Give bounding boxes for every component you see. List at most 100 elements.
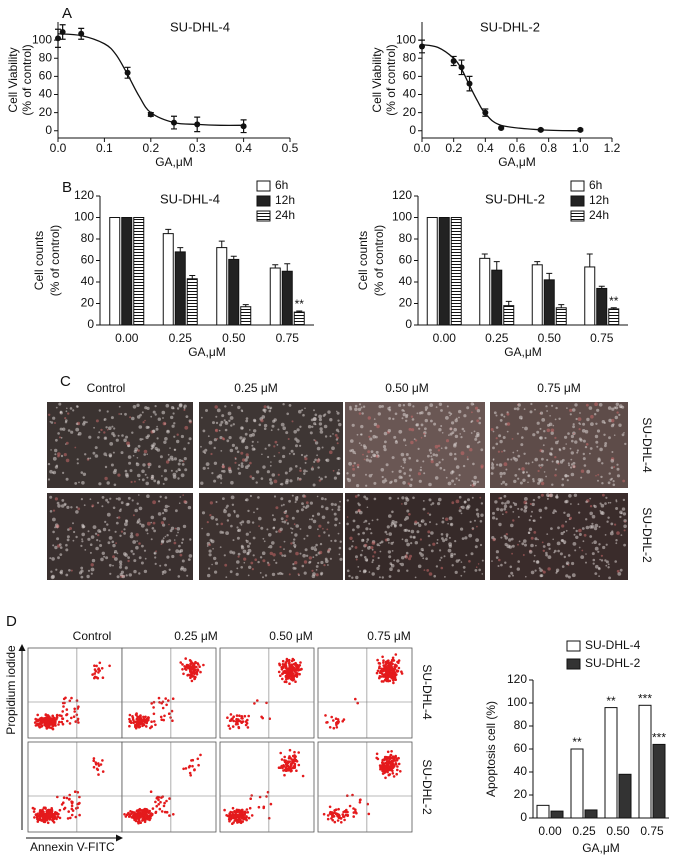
event-dot — [278, 671, 281, 674]
cell — [505, 469, 507, 471]
cell — [435, 463, 438, 466]
cell — [207, 574, 210, 577]
cell — [438, 461, 440, 463]
cell — [207, 521, 209, 523]
cell — [611, 451, 613, 453]
chart-title: SU-DHL-2 — [480, 19, 540, 34]
cell — [270, 461, 272, 463]
cell — [99, 544, 102, 547]
cell — [431, 460, 434, 463]
cell — [410, 536, 413, 539]
cell — [534, 409, 536, 411]
cell — [518, 468, 520, 470]
cell — [579, 438, 582, 441]
cell — [295, 465, 298, 468]
cell — [496, 550, 499, 553]
event-dot — [359, 798, 362, 801]
event-dot — [157, 799, 160, 802]
event-dot — [148, 810, 151, 813]
cell — [372, 572, 375, 575]
cell — [601, 482, 603, 484]
cell — [372, 549, 374, 551]
chart-title: SU-DHL-4 — [160, 191, 220, 206]
event-dot — [381, 761, 384, 764]
event-dot — [376, 672, 379, 675]
cell — [66, 410, 68, 412]
cell — [114, 484, 117, 487]
cell — [253, 537, 256, 540]
cell — [475, 538, 479, 542]
cell — [119, 563, 122, 566]
event-dot — [246, 808, 249, 811]
event-dot — [172, 697, 175, 700]
cell — [529, 528, 532, 531]
cell — [538, 470, 540, 472]
cell — [237, 537, 240, 540]
cell — [569, 517, 572, 520]
event-dot — [337, 721, 340, 724]
cell — [188, 442, 190, 444]
cell — [290, 542, 292, 544]
event-dot — [243, 816, 246, 819]
cell — [314, 548, 317, 551]
cell — [139, 425, 143, 429]
cell — [474, 438, 477, 441]
event-dot — [145, 720, 148, 723]
cell — [317, 496, 319, 498]
cell — [269, 545, 272, 548]
event-dot — [101, 759, 104, 762]
cell — [423, 500, 425, 502]
cell — [595, 423, 597, 425]
cell — [452, 564, 454, 566]
cell — [387, 538, 390, 541]
event-dot — [229, 727, 232, 730]
cell — [99, 540, 101, 542]
cell — [166, 460, 169, 463]
cell — [459, 496, 462, 499]
cell — [500, 419, 503, 422]
cell — [243, 550, 247, 554]
cell — [561, 539, 564, 542]
cell — [599, 448, 603, 452]
cell — [405, 529, 408, 532]
cell — [560, 552, 563, 555]
x-tick-label: 0.4 — [477, 141, 494, 155]
cell — [310, 431, 313, 434]
cell — [331, 503, 334, 506]
cell — [517, 433, 519, 435]
legend-label: SU-DHL-2 — [585, 656, 641, 670]
event-dot — [73, 708, 76, 711]
cell — [289, 467, 292, 470]
event-dot — [335, 808, 338, 811]
cell — [561, 524, 564, 527]
cell — [151, 477, 154, 480]
event-dot — [151, 814, 154, 817]
cell — [590, 415, 594, 419]
event-dot — [150, 720, 153, 723]
cell — [164, 437, 168, 441]
cell — [229, 550, 232, 553]
cell — [580, 477, 582, 479]
cell — [524, 497, 528, 501]
cell — [53, 510, 55, 512]
cell — [253, 429, 256, 432]
cell — [179, 502, 181, 504]
cell — [139, 479, 141, 481]
cell — [451, 501, 454, 504]
cell — [332, 433, 334, 435]
cell — [554, 456, 556, 458]
event-dot — [393, 775, 396, 778]
cell — [451, 470, 453, 472]
cell — [543, 550, 545, 552]
event-dot — [134, 817, 137, 820]
cell — [153, 530, 156, 533]
event-dot — [340, 817, 343, 820]
cell — [206, 462, 210, 466]
cell — [468, 534, 472, 538]
cell — [557, 526, 560, 529]
cell — [112, 565, 114, 567]
cell — [123, 528, 125, 530]
fit-curve — [422, 45, 580, 131]
event-dot — [40, 723, 43, 726]
cell — [376, 567, 379, 570]
